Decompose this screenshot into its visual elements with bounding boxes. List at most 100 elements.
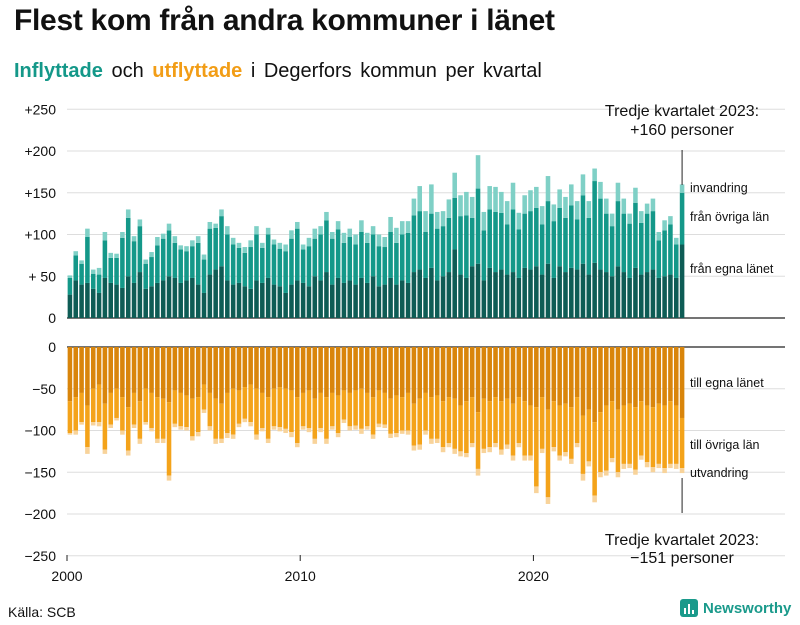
bar-in-ovriga — [452, 197, 457, 250]
bar-out-ovriga — [644, 405, 650, 463]
bar-out-lan — [195, 347, 201, 398]
subtitle-inflyttade: Inflyttade — [14, 60, 103, 82]
bar-out-ovriga — [586, 409, 592, 462]
bar-out-ovriga — [213, 398, 218, 439]
bar-out-utvandring — [644, 462, 650, 468]
bar-in-lan — [569, 267, 574, 318]
bar-in-invandring — [673, 237, 679, 245]
bar-in-lan — [417, 269, 423, 318]
bar-out-lan — [493, 347, 498, 398]
bar-out-lan — [178, 347, 183, 393]
bar-in-ovriga — [184, 251, 189, 281]
bar-out-utvandring — [504, 444, 510, 449]
bar-in-ovriga — [487, 209, 492, 268]
bar-out-lan — [277, 347, 283, 388]
bar-in-invandring — [475, 155, 481, 189]
bar-in-invandring — [417, 186, 423, 212]
bar-out-lan — [347, 347, 353, 393]
bar-in-ovriga — [411, 215, 417, 273]
bar-in-lan — [190, 277, 195, 318]
bar-in-invandring — [277, 242, 283, 249]
bar-out-utvandring — [114, 417, 119, 421]
bar-out-lan — [96, 347, 102, 385]
bar-in-invandring — [662, 220, 667, 231]
bar-out-lan — [411, 347, 417, 404]
bar-out-ovriga — [137, 401, 143, 439]
bar-out-ovriga — [423, 392, 428, 431]
bar-in-ovriga — [120, 237, 125, 288]
bar-in-ovriga — [405, 232, 411, 283]
bar-out-lan — [627, 347, 632, 404]
bar-in-ovriga — [475, 188, 481, 264]
bar-in-ovriga — [137, 226, 143, 273]
inflyttade-bars — [67, 155, 685, 318]
bar-in-lan — [382, 284, 388, 318]
bar-out-ovriga — [621, 405, 627, 464]
bar-in-invandring — [347, 228, 353, 238]
bar-out-ovriga — [178, 392, 183, 427]
bar-in-lan — [615, 266, 621, 318]
y-tick-label-bottom: 0 — [48, 339, 56, 355]
bar-out-utvandring — [283, 428, 288, 434]
bar-in-ovriga — [73, 255, 79, 281]
bar-in-ovriga — [539, 224, 545, 275]
bar-out-ovriga — [114, 388, 119, 418]
bar-out-utvandring — [79, 422, 84, 425]
bar-out-lan — [236, 347, 242, 391]
bar-out-lan — [359, 347, 364, 389]
bar-in-ovriga — [324, 220, 329, 273]
bar-out-lan — [510, 347, 516, 404]
bar-out-utvandring — [166, 475, 172, 481]
bar-in-ovriga — [504, 224, 510, 275]
bar-out-utvandring — [417, 444, 423, 450]
bar-out-lan — [137, 347, 143, 402]
bar-in-lan — [213, 269, 218, 318]
bar-out-utvandring — [586, 461, 592, 467]
bar-out-lan — [487, 347, 492, 402]
bottom-annotation-value: −151 personer — [630, 550, 734, 567]
bar-in-ovriga — [335, 229, 341, 278]
bar-in-invandring — [557, 189, 562, 208]
bar-in-lan — [534, 266, 539, 318]
bar-out-utvandring — [160, 438, 166, 444]
bar-out-utvandring — [481, 448, 487, 454]
bar-in-lan — [499, 269, 504, 318]
bar-in-lan — [673, 277, 679, 318]
bar-out-lan — [615, 347, 621, 410]
bar-in-ovriga — [242, 252, 248, 287]
bar-out-lan — [598, 347, 603, 413]
bar-in-lan — [627, 277, 632, 318]
bar-in-lan — [650, 269, 656, 318]
bar-in-ovriga — [499, 212, 504, 270]
bar-out-lan — [650, 347, 656, 408]
bar-in-lan — [90, 288, 96, 318]
bar-in-invandring — [376, 234, 382, 247]
bar-out-lan — [580, 347, 586, 416]
bar-out-utvandring — [545, 497, 551, 504]
bar-out-ovriga — [440, 401, 446, 448]
bar-out-lan — [522, 347, 527, 402]
bar-in-invandring — [160, 233, 166, 239]
bar-in-ovriga — [580, 195, 586, 264]
bar-out-lan — [329, 347, 335, 393]
bar-in-invandring — [429, 184, 434, 214]
bar-in-invandring — [604, 198, 609, 214]
bar-in-lan — [510, 272, 516, 318]
bar-out-ovriga — [580, 415, 586, 474]
chart-subtitle: Inflyttade och utflyttade i Degerfors ko… — [14, 60, 542, 83]
bar-in-invandring — [516, 212, 522, 230]
bar-out-ovriga — [90, 388, 96, 423]
bar-in-invandring — [207, 221, 213, 229]
bar-in-invandring — [289, 230, 294, 239]
bar-in-lan — [621, 272, 627, 318]
bar-out-utvandring — [405, 430, 411, 435]
bar-out-utvandring — [260, 427, 265, 432]
bar-out-ovriga — [370, 397, 376, 435]
bar-out-utvandring — [195, 432, 201, 437]
bar-in-lan — [137, 272, 143, 318]
bar-out-ovriga — [411, 403, 417, 446]
bar-in-lan — [318, 280, 323, 318]
bar-in-lan — [195, 284, 201, 318]
label-till-egna-lanet: till egna länet — [690, 376, 764, 390]
y-axis-ticks: +250 +200 +150 +100 + 50 0 0 −50 −100 −150 −200 −25… — [24, 101, 56, 564]
